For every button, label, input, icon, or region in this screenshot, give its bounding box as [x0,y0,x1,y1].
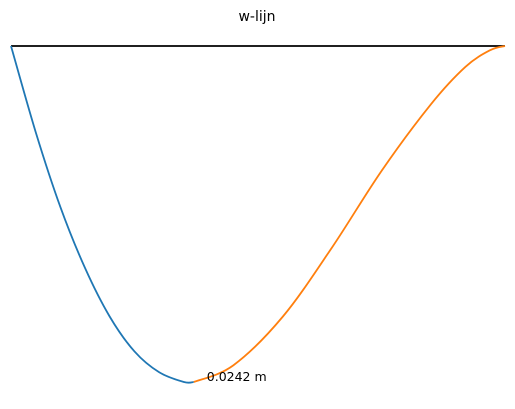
series-line-1 [10,45,194,384]
series-line-2 [193,45,506,383]
max-deflection-label: 0.0242 m [207,369,267,384]
chart-title: w-lijn [238,9,275,25]
plot-area: 0.0242 m [10,45,506,384]
